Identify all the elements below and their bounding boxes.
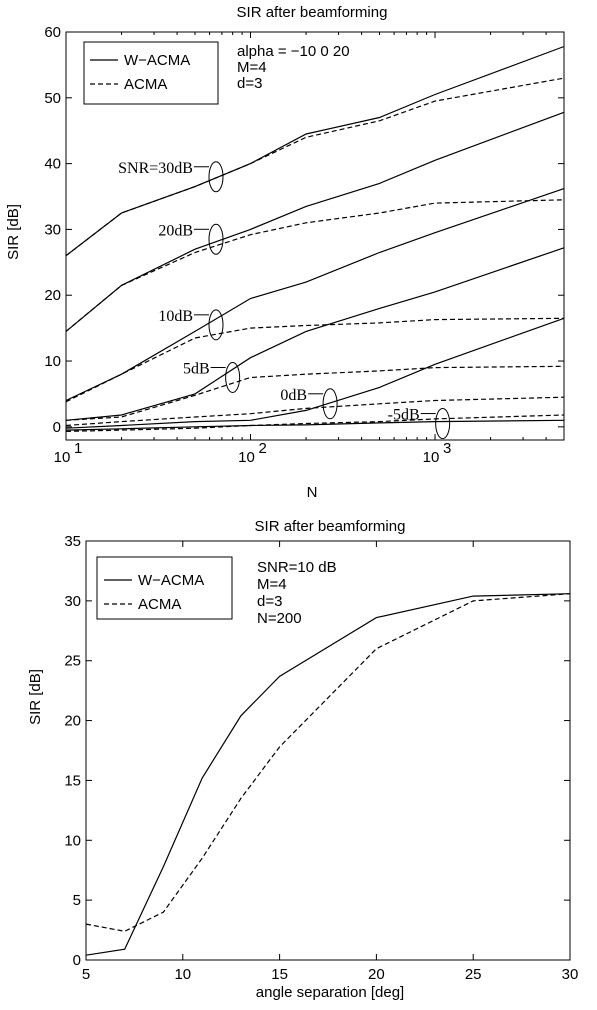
annotation-text: N=200: [257, 610, 302, 627]
legend: W−ACMA ACMA: [83, 41, 219, 105]
series-line: [85, 593, 571, 932]
snr-marker-ellipse: [208, 161, 224, 193]
y-tick-label: 60: [44, 24, 61, 41]
legend-entry-label: ACMA: [138, 596, 181, 613]
x-tick-label: 20: [368, 966, 385, 983]
legend-entry-label: W−ACMA: [138, 572, 204, 589]
y-tick-label: 15: [64, 772, 81, 789]
series-line: [65, 77, 565, 257]
series-line: [65, 199, 565, 332]
series-line: [85, 593, 571, 956]
snr-marker-ellipse: [225, 361, 241, 393]
plot-frame: [65, 31, 565, 441]
snr-label: -5dB: [388, 407, 420, 424]
y-tick-label: 10: [64, 832, 81, 849]
legend: W−ACMA ACMA: [96, 556, 233, 620]
chart-title: SIR after beamforming: [237, 4, 388, 21]
series-line: [65, 396, 565, 427]
chart-top: SIR after beamforming 010203040506010110…: [5, 4, 565, 501]
snr-marker-ellipse: [322, 388, 338, 420]
series-line: [65, 247, 565, 421]
legend-box: [83, 41, 219, 105]
series-line: [65, 317, 565, 429]
x-axis-label: angle separation [deg]: [256, 984, 404, 1001]
x-tick-label: 30: [562, 966, 579, 983]
series-line: [65, 111, 565, 332]
snr-marker-ellipse: [208, 223, 224, 255]
snr-label: 10dB: [158, 308, 193, 325]
x-tick-label-exponent: 2: [259, 440, 267, 457]
x-tick-label: 5: [82, 966, 90, 983]
x-tick-label: 10: [238, 449, 255, 466]
y-tick-label: 35: [64, 533, 81, 550]
annotation-text: M=4: [257, 576, 287, 593]
y-axis-label: SIR [dB]: [5, 204, 22, 260]
plot-frame: [85, 540, 571, 961]
y-tick-label: 50: [44, 90, 61, 107]
snr-label: 5dB: [183, 360, 210, 377]
chart-title: SIR after beamforming: [255, 518, 406, 535]
x-tick-label: 10: [54, 449, 71, 466]
series-line: [65, 414, 565, 432]
snr-label: 20dB: [158, 222, 193, 239]
y-tick-label: 30: [44, 221, 61, 238]
y-tick-label: 30: [64, 593, 81, 610]
x-tick-label-exponent: 3: [443, 440, 451, 457]
series-line: [65, 188, 565, 402]
annotation-text: alpha = −10 0 20: [237, 43, 350, 60]
y-tick-label: 20: [64, 713, 81, 730]
x-axis-label: N: [307, 484, 318, 501]
legend-entry-label: ACMA: [124, 76, 167, 93]
y-tick-label: 0: [53, 419, 61, 436]
y-tick-label: 40: [44, 156, 61, 173]
x-tick-label: 10: [174, 966, 191, 983]
annotation-text: M=4: [237, 59, 267, 76]
snr-label: SNR=30dB: [118, 160, 193, 177]
y-tick-label: 5: [73, 892, 81, 909]
y-tick-label: 10: [44, 353, 61, 370]
annotation-text: SNR=10 dB: [257, 559, 337, 576]
y-tick-label: 20: [44, 287, 61, 304]
series-line: [65, 419, 565, 431]
x-tick-label-exponent: 1: [74, 440, 82, 457]
plot-area: 0102030405060101102103SNR=30dB20dB10dB5d…: [44, 24, 565, 466]
y-tick-label: 25: [64, 653, 81, 670]
snr-marker-ellipse: [435, 408, 451, 440]
annotation-text: d=3: [257, 593, 282, 610]
x-tick-label: 10: [423, 449, 440, 466]
annotation-text: d=3: [237, 75, 262, 92]
snr-marker-ellipse: [208, 309, 224, 341]
legend-box: [96, 556, 233, 620]
y-axis-label: SIR [dB]: [27, 669, 44, 725]
x-tick-label: 15: [271, 966, 288, 983]
x-tick-label: 25: [465, 966, 482, 983]
series-line: [65, 365, 565, 421]
snr-label: 0dB: [280, 387, 307, 404]
series-line: [65, 317, 565, 403]
legend-entry-label: W−ACMA: [124, 52, 190, 69]
y-tick-label: 0: [73, 952, 81, 969]
